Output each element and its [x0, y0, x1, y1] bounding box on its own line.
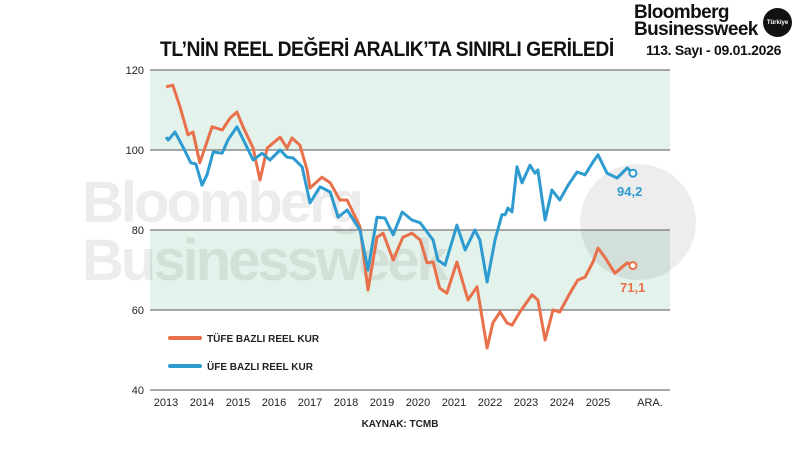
brand-badge: Türkiye: [763, 8, 792, 37]
y-tick-label: 60: [132, 305, 144, 317]
x-tick-label: 2018: [334, 397, 358, 409]
legend-label: ÜFE BAZLI REEL KUR: [207, 360, 314, 373]
end-marker: [628, 261, 638, 271]
svg-text:Businessweek: Businessweek: [82, 228, 450, 293]
series-line-0: [165, 83, 634, 350]
end-value-label: 94,2: [617, 184, 642, 199]
issue-info: 113. Sayı - 09.01.2026: [646, 42, 782, 58]
x-tick-label: 2021: [442, 397, 466, 409]
x-tick-label: 2014: [190, 397, 214, 409]
x-end-label: ARA.: [637, 397, 663, 409]
x-tick-label: 2025: [586, 397, 610, 409]
x-tick-label: 2020: [406, 397, 430, 409]
x-tick-label: 2017: [298, 397, 322, 409]
brand-logo: Bloomberg Businessweek: [634, 2, 758, 40]
end-value-label: 71,1: [620, 280, 645, 295]
shaded-band: [150, 70, 670, 150]
x-tick-label: 2023: [514, 397, 538, 409]
x-tick-label: 2019: [370, 397, 394, 409]
end-marker: [628, 168, 638, 178]
y-tick-label: 120: [126, 65, 144, 77]
shaded-band: [150, 230, 670, 310]
y-tick-label: 40: [132, 385, 144, 397]
series-line-1: [164, 125, 634, 284]
x-tick-label: 2022: [478, 397, 502, 409]
x-tick-label: 2015: [226, 397, 250, 409]
x-tick-label: 2016: [262, 397, 286, 409]
x-tick-label: 2013: [154, 397, 178, 409]
x-tick-label: 2024: [550, 397, 574, 409]
brand-line-2: Businessweek: [634, 19, 758, 40]
y-tick-label: 80: [132, 225, 144, 237]
source-label: KAYNAK: TCMB: [362, 419, 439, 430]
y-tick-label: 100: [126, 145, 144, 157]
brand-line-1: Bloomberg: [634, 2, 729, 23]
chart-title: TL’NİN REEL DEĞERİ ARALIK’TA SINIRLI GER…: [160, 38, 614, 61]
legend-label: TÜFE BAZLI REEL KUR: [207, 332, 320, 345]
